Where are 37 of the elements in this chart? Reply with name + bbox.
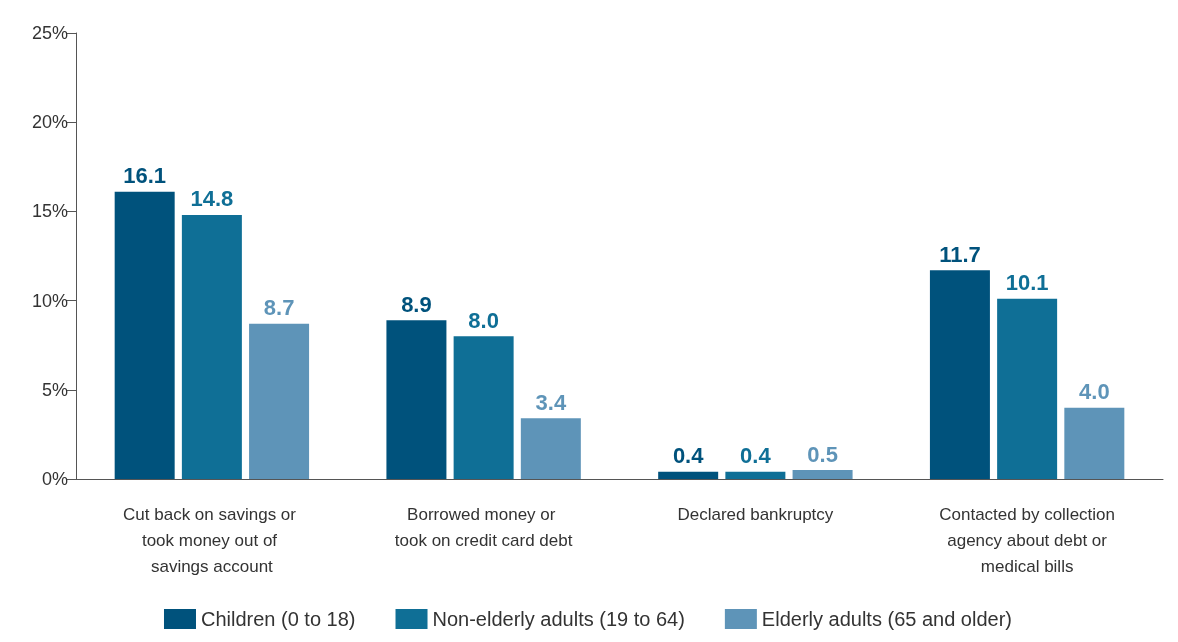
legend-label: Children (0 to 18) (200, 608, 356, 630)
data-label: 3.4 (535, 389, 567, 415)
y-tick-label: 10% (31, 290, 68, 311)
bar (997, 298, 1058, 479)
bar (181, 214, 242, 479)
bar (792, 470, 853, 479)
bar (929, 270, 990, 479)
y-tick-label: 25% (31, 23, 68, 43)
data-label: 8.9 (401, 291, 432, 317)
bar (114, 191, 175, 479)
data-label: 14.8 (190, 186, 234, 212)
x-tick-label: Contacted by collection agency about debt or medical bills (939, 504, 1116, 576)
legend-label: Non-elderly adults (19 to 64) (432, 608, 685, 630)
data-label: 8.0 (468, 307, 499, 333)
data-label: 11.7 (939, 241, 981, 267)
y-tick-label: 20% (31, 112, 68, 133)
bar (453, 336, 514, 479)
y-tick-label: 5% (41, 379, 68, 400)
x-tick-label: Cut back on savings or took money out of savings account (123, 504, 301, 576)
x-tick-label: Borrowed money or took on credit card debt (394, 504, 573, 550)
bar (520, 418, 581, 479)
y-tick-label: 0% (41, 469, 68, 489)
data-label: 8.7 (263, 295, 295, 321)
legend-label: Elderly adults (65 and older) (761, 608, 1013, 630)
bar (658, 471, 719, 479)
data-label: 10.1 (1005, 270, 1049, 296)
data-label: 0.4 (740, 443, 772, 469)
data-label: 4.0 (1079, 379, 1110, 405)
bar (249, 323, 310, 479)
data-label: 0.4 (672, 443, 705, 469)
y-tick-label: 15% (31, 201, 68, 222)
bar (725, 471, 786, 479)
data-label: 16.1 (123, 163, 167, 189)
bar (1064, 407, 1125, 479)
data-label: 0.5 (807, 441, 838, 467)
x-tick-label: Declared bankruptcy (677, 504, 834, 524)
bar (386, 320, 447, 479)
